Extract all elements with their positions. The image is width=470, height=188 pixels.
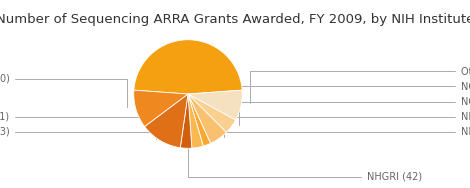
Text: NHLBI (10): NHLBI (10) [0,74,127,107]
Wedge shape [188,94,204,148]
Wedge shape [188,90,242,120]
Text: Number of Sequencing ARRA Grants Awarded, FY 2009, by NIH Institute: Number of Sequencing ARRA Grants Awarded… [0,13,470,26]
Wedge shape [145,94,188,148]
Wedge shape [188,94,211,146]
Text: NIMH (11): NIMH (11) [0,111,156,139]
Text: NCI (5): NCI (5) [224,96,470,137]
Text: Others (8): Others (8) [250,66,470,103]
Text: NIAID (3): NIAID (3) [199,127,470,146]
Wedge shape [134,90,188,127]
Wedge shape [188,94,227,143]
Wedge shape [134,40,242,94]
Text: NIDDK (3): NIDDK (3) [0,127,186,147]
Text: NCRR (4): NCRR (4) [239,81,470,125]
Text: NHGRI (42): NHGRI (42) [188,41,422,182]
Wedge shape [180,94,192,148]
Text: NINDS (2): NINDS (2) [210,111,470,143]
Wedge shape [188,94,235,132]
